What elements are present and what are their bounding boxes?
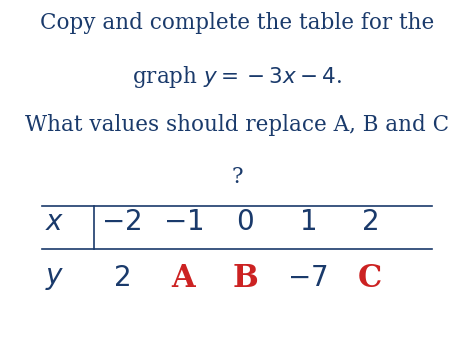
- Text: $-2$: $-2$: [101, 209, 141, 237]
- Text: $x$: $x$: [45, 209, 64, 237]
- Text: B: B: [232, 263, 258, 294]
- Text: ?: ?: [231, 166, 243, 188]
- Text: $2$: $2$: [361, 209, 378, 237]
- Text: $1$: $1$: [299, 209, 316, 237]
- Text: Copy and complete the table for the: Copy and complete the table for the: [40, 12, 434, 34]
- Text: $2$: $2$: [112, 265, 129, 292]
- Text: $-7$: $-7$: [287, 265, 328, 292]
- Text: $-1$: $-1$: [163, 209, 203, 237]
- Text: $y$: $y$: [45, 265, 64, 292]
- Text: $0$: $0$: [237, 209, 254, 237]
- Text: What values should replace A, B and C: What values should replace A, B and C: [25, 114, 449, 136]
- Text: graph $y = -3x - 4$.: graph $y = -3x - 4$.: [132, 64, 342, 90]
- Text: A: A: [171, 263, 195, 294]
- Text: C: C: [357, 263, 382, 294]
